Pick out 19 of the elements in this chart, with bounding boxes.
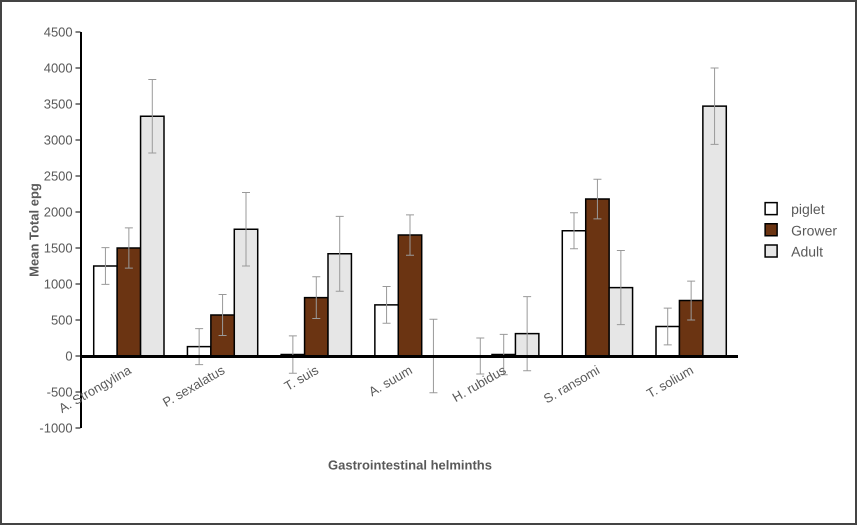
x-tick-label: T. suis [282, 362, 322, 394]
y-tick-label: 2000 [44, 204, 73, 220]
legend-label: piglet [791, 201, 825, 218]
y-tick-label: 3500 [44, 96, 73, 112]
y-tick-label: -1000 [39, 420, 73, 436]
y-axis-title: Mean Total epg [26, 183, 42, 277]
y-tick-label: 1500 [44, 240, 73, 256]
legend-label: Grower [791, 222, 838, 238]
y-tick-label: 3000 [44, 132, 73, 148]
y-tick-label: 1000 [44, 276, 73, 292]
y-tick-label: 500 [50, 312, 73, 328]
y-tick-label: 2500 [44, 168, 73, 184]
y-tick-label: 4500 [44, 24, 73, 40]
x-tick-label: A. suum [366, 362, 415, 400]
y-tick-label: 0 [65, 348, 73, 364]
legend-label: Adult [791, 243, 824, 260]
y-tick-label: -500 [46, 384, 73, 400]
y-tick-label: 4000 [44, 60, 73, 76]
x-axis-title: Gastrointestinal helminths [328, 457, 492, 472]
